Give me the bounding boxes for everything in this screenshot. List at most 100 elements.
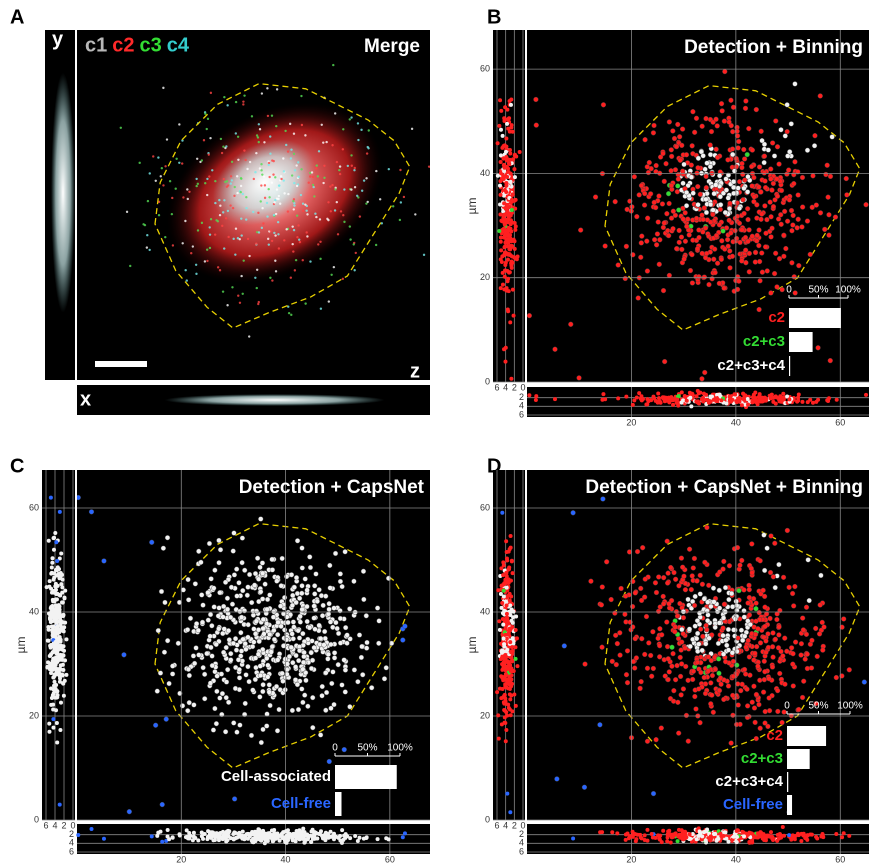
spot-bottom bbox=[841, 831, 846, 836]
spot bbox=[716, 688, 723, 694]
spot-side bbox=[510, 658, 515, 663]
spot bbox=[822, 226, 828, 232]
spot-side bbox=[502, 707, 507, 712]
spot-bottom bbox=[244, 832, 249, 837]
spot bbox=[781, 232, 787, 238]
spot bbox=[813, 202, 819, 208]
spot bbox=[695, 630, 701, 637]
spot bbox=[335, 630, 342, 637]
speckle bbox=[301, 259, 304, 262]
spot bbox=[312, 591, 318, 597]
speckle bbox=[414, 213, 417, 216]
spot bbox=[644, 665, 651, 671]
spot bbox=[262, 581, 268, 587]
spot bbox=[762, 623, 768, 630]
inset-category: Cell-free bbox=[723, 796, 783, 813]
spot bbox=[703, 185, 709, 191]
speckle bbox=[391, 205, 395, 208]
speckle bbox=[236, 135, 240, 138]
speckle bbox=[280, 177, 283, 181]
spot bbox=[231, 530, 237, 536]
spot bbox=[737, 239, 743, 245]
spot bbox=[683, 663, 689, 670]
y-axis-label: µm bbox=[465, 637, 479, 654]
spot bbox=[598, 602, 605, 608]
spot bbox=[749, 183, 755, 189]
speckle bbox=[333, 209, 337, 212]
spot bbox=[286, 653, 293, 660]
speckle bbox=[146, 199, 150, 203]
spot bbox=[204, 650, 210, 657]
spot bbox=[291, 624, 297, 630]
speckle bbox=[314, 212, 317, 215]
spot-side bbox=[508, 222, 513, 227]
speckle bbox=[206, 259, 209, 263]
spot-bottom bbox=[787, 397, 792, 402]
spot bbox=[765, 644, 771, 651]
spot-bottom bbox=[705, 827, 710, 832]
speckle bbox=[260, 226, 264, 230]
spot-side bbox=[505, 648, 510, 653]
spot bbox=[679, 142, 685, 148]
speckle bbox=[267, 163, 270, 167]
speckle bbox=[214, 201, 217, 205]
spot bbox=[299, 590, 305, 596]
spot bbox=[269, 567, 276, 573]
spot-side bbox=[503, 263, 508, 268]
spot bbox=[634, 549, 641, 555]
spot bbox=[281, 594, 288, 601]
spot bbox=[791, 172, 797, 178]
spot-bottom bbox=[758, 398, 763, 403]
spot bbox=[331, 701, 337, 708]
spot-bottom bbox=[708, 395, 713, 400]
y-axis-label: µm bbox=[465, 198, 479, 215]
spot bbox=[818, 572, 824, 579]
spot bbox=[684, 223, 690, 230]
spot bbox=[782, 681, 788, 687]
speckle bbox=[292, 208, 295, 211]
z-tick-label: 2 bbox=[519, 829, 524, 839]
spot-side bbox=[504, 636, 509, 641]
spot bbox=[260, 688, 266, 695]
spot bbox=[734, 235, 740, 242]
speckle bbox=[208, 226, 211, 229]
speckle bbox=[277, 233, 280, 236]
spot bbox=[334, 625, 340, 632]
spot bbox=[175, 640, 181, 646]
speckle bbox=[289, 276, 293, 279]
spot bbox=[826, 232, 832, 238]
panel-title: Detection + CapsNet bbox=[239, 477, 425, 498]
spot bbox=[196, 652, 202, 658]
spot-bottom bbox=[649, 398, 654, 403]
spot-bottom bbox=[717, 392, 722, 397]
spot bbox=[599, 584, 605, 590]
spot-side bbox=[57, 509, 62, 514]
spot-side bbox=[50, 560, 55, 565]
speckle bbox=[164, 165, 167, 168]
speckle bbox=[196, 182, 200, 186]
speckle bbox=[206, 193, 209, 197]
spot bbox=[245, 664, 251, 670]
spot bbox=[739, 681, 745, 687]
speckle bbox=[178, 123, 181, 126]
spot bbox=[648, 652, 654, 659]
spot bbox=[722, 659, 729, 665]
spot bbox=[643, 613, 650, 620]
spot bbox=[294, 590, 301, 597]
y-tick-label: 40 bbox=[480, 168, 490, 178]
spot bbox=[762, 720, 768, 726]
speckle bbox=[256, 136, 260, 139]
spot bbox=[669, 644, 675, 650]
spot bbox=[231, 720, 237, 726]
spot bbox=[703, 115, 709, 122]
spot bbox=[719, 238, 725, 244]
spot-bottom bbox=[675, 839, 680, 844]
spot bbox=[323, 593, 329, 599]
spot bbox=[692, 129, 698, 135]
spot bbox=[221, 603, 227, 610]
speckle bbox=[226, 184, 230, 187]
spot-bottom bbox=[375, 837, 380, 842]
spot bbox=[762, 669, 768, 675]
spot bbox=[703, 173, 709, 180]
speckle bbox=[255, 134, 259, 137]
